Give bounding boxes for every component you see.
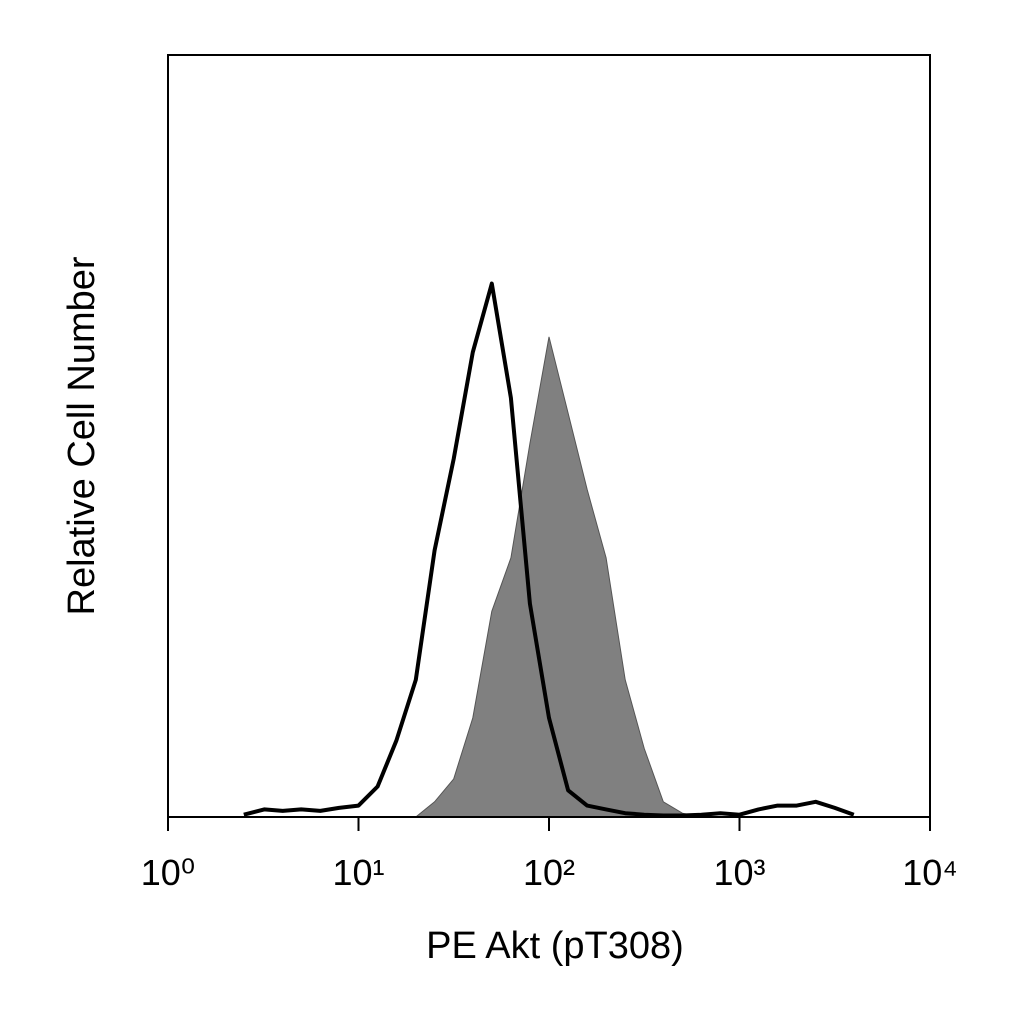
line-histogram: [243, 281, 855, 818]
x-tick-label: 10⁰: [141, 852, 195, 893]
x-axis-label: PE Akt (pT308): [426, 925, 684, 967]
x-tick-label: 10³: [713, 852, 765, 893]
x-tick-label: 10²: [523, 852, 575, 893]
x-tick-label: 10⁴: [902, 852, 958, 893]
x-tick-label: 10¹: [332, 852, 384, 893]
filled-histogram: [243, 336, 854, 818]
y-axis-label: Relative Cell Number: [61, 256, 103, 615]
